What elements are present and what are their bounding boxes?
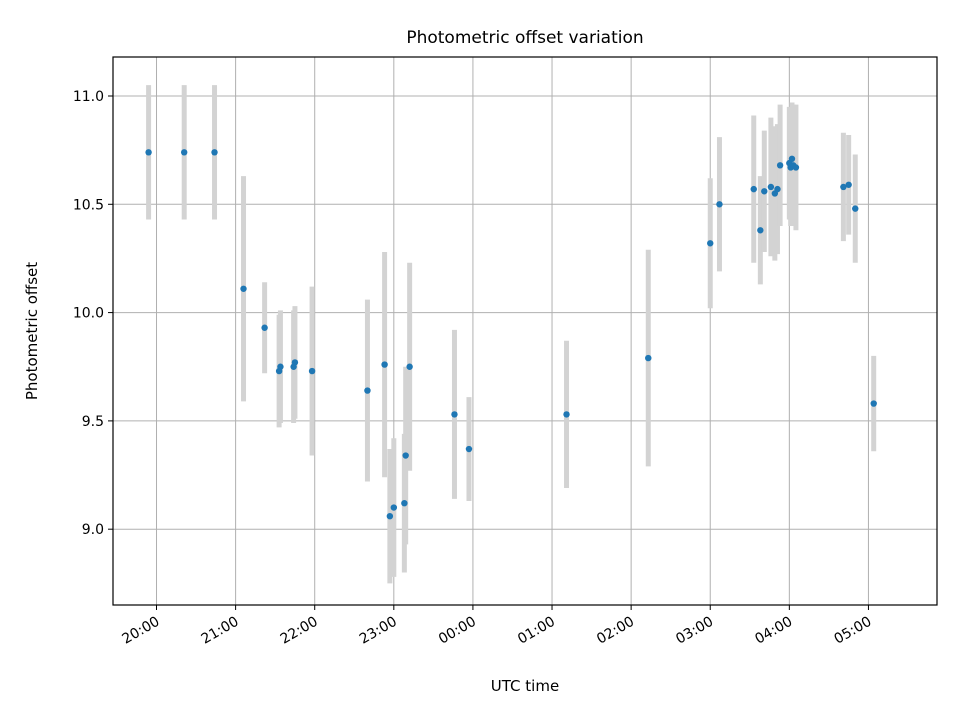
- data-point: [707, 240, 714, 247]
- data-point: [852, 205, 859, 212]
- data-point: [291, 359, 299, 366]
- data-point: [240, 285, 247, 292]
- data-point: [386, 512, 394, 520]
- data-point: [145, 149, 152, 156]
- y-tick-label: 11.0: [73, 89, 104, 105]
- plot-frame: [112, 56, 938, 606]
- data-point: [180, 149, 188, 156]
- data-point: [390, 504, 398, 511]
- data-point: [716, 201, 723, 208]
- data-point: [870, 400, 877, 407]
- data-point: [261, 324, 268, 331]
- y-axis-label: Photometric offset: [23, 262, 41, 400]
- data-point: [840, 183, 847, 191]
- data-point: [563, 411, 570, 418]
- data-point: [381, 361, 388, 368]
- data-point: [406, 363, 413, 370]
- data-point: [792, 164, 800, 171]
- y-tick-label: 9.0: [82, 522, 104, 538]
- x-axis-label: UTC time: [491, 677, 559, 695]
- data-point: [774, 185, 781, 193]
- data-point: [767, 183, 775, 191]
- data-point: [645, 354, 652, 362]
- data-points: [145, 149, 877, 520]
- data-point: [845, 181, 852, 188]
- data-point: [401, 499, 408, 507]
- data-point: [402, 452, 409, 459]
- y-tick-label: 10.0: [73, 306, 104, 322]
- data-point: [776, 162, 784, 169]
- y-tick-label: 10.5: [73, 197, 104, 213]
- data-point: [364, 387, 371, 394]
- data-point: [788, 155, 796, 163]
- data-point: [308, 367, 316, 375]
- data-point: [757, 227, 764, 234]
- chart-title: Photometric offset variation: [406, 28, 643, 48]
- data-point: [211, 149, 218, 156]
- data-point: [451, 411, 458, 418]
- data-point: [465, 445, 473, 453]
- data-point: [761, 188, 768, 195]
- data-point: [750, 185, 757, 193]
- grid-lines: [113, 57, 937, 605]
- y-tick-label: 9.5: [82, 414, 104, 430]
- data-point: [277, 363, 284, 370]
- y-axis-ticks: 9.0 9.5 10.0 10.5 11.0: [73, 89, 113, 538]
